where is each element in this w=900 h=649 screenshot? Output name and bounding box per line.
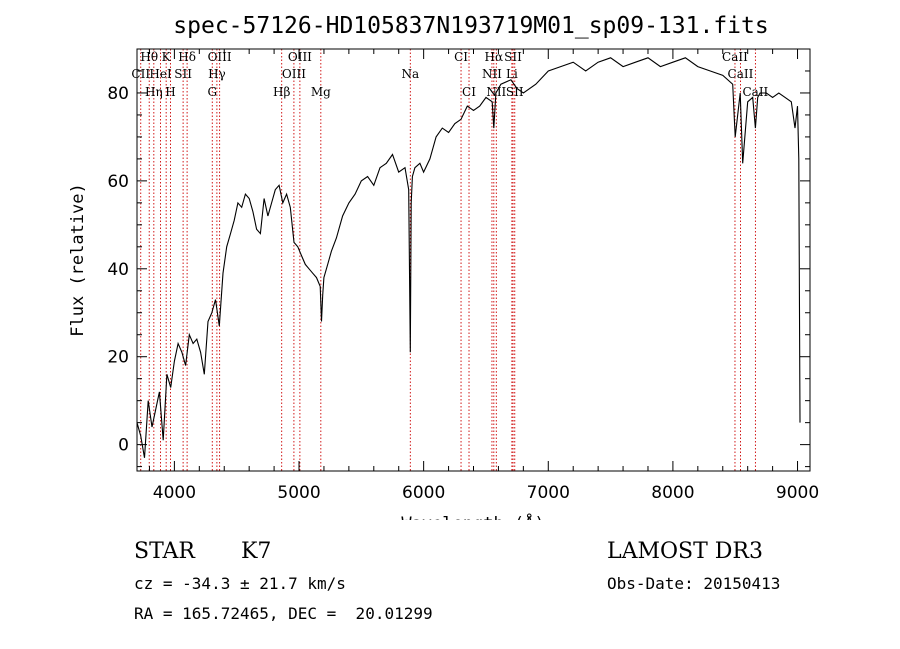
reference-label: H xyxy=(165,85,175,99)
reference-label: CI xyxy=(462,85,476,99)
reference-label: Li xyxy=(506,67,518,81)
y-tick-label: 60 xyxy=(107,172,129,192)
reference-label: NΙΙ xyxy=(482,67,502,81)
redshift-velocity: cz = -34.3 ± 21.7 km/s xyxy=(134,574,346,593)
reference-label: Na xyxy=(401,67,419,81)
y-tick-label: 20 xyxy=(107,348,129,368)
y-tick-label: 40 xyxy=(107,260,129,280)
x-tick-label: 4000 xyxy=(153,483,196,503)
survey-name: LAMOST DR3 xyxy=(607,539,763,564)
y-tick-label: 0 xyxy=(118,436,129,456)
x-tick-label: 5000 xyxy=(277,483,320,503)
reference-lines xyxy=(140,49,756,471)
coordinates: RA = 165.72465, DEC = 20.01299 xyxy=(134,604,433,623)
reference-label: OIII xyxy=(282,67,306,81)
reference-label: Hα xyxy=(485,50,504,64)
x-tick-label: 7000 xyxy=(527,483,570,503)
reference-label: Hγ xyxy=(208,67,226,81)
reference-label: CII xyxy=(131,67,150,81)
reference-label: CI xyxy=(454,50,468,64)
x-tick-label: 6000 xyxy=(402,483,445,503)
reference-label: G xyxy=(207,85,217,99)
reference-labels: CII Hθ Hη HeI K H SII Hδ G Hγ OIII Hβ OIII OIII Mg Na CI… xyxy=(131,50,768,99)
spectrum-chart: spec-57126-HD105837N193719M01_sp09-131.f… xyxy=(68,13,819,520)
reference-label: CaII xyxy=(742,85,768,99)
reference-label: OIII xyxy=(208,50,232,64)
x-tick-label: 8000 xyxy=(651,483,694,503)
reference-label: Mg xyxy=(311,85,331,99)
x-axis: 4000 5000 6000 7000 8000 9000 xyxy=(148,49,819,503)
y-axis-label: Flux (relative) xyxy=(68,183,88,337)
object-class: STAR xyxy=(134,539,195,564)
observation-date: Obs-Date: 20150413 xyxy=(607,574,781,593)
reference-label: Hη xyxy=(145,85,163,99)
reference-label: Hβ xyxy=(273,85,290,99)
reference-label: SII xyxy=(174,67,192,81)
reference-label: K xyxy=(162,50,172,64)
reference-label: Hδ xyxy=(178,50,196,64)
reference-label: Hθ xyxy=(140,50,158,64)
reference-label: CaII xyxy=(728,67,754,81)
reference-label: CaII xyxy=(722,50,748,64)
y-axis: 0 20 40 60 80 xyxy=(107,48,810,468)
reference-label: HeI xyxy=(149,67,172,81)
x-tick-label: 9000 xyxy=(776,483,819,503)
reference-label: SII xyxy=(504,50,522,64)
object-subclass: K7 xyxy=(241,539,272,564)
y-tick-label: 80 xyxy=(107,84,129,104)
x-axis-label: Wavelength (Å) xyxy=(401,512,544,520)
reference-label: SII xyxy=(506,85,524,99)
plot-frame xyxy=(136,48,811,472)
reference-label: OIII xyxy=(288,50,312,64)
spectrum-line xyxy=(136,57,801,458)
chart-title: spec-57126-HD105837N193719M01_sp09-131.f… xyxy=(173,13,768,39)
